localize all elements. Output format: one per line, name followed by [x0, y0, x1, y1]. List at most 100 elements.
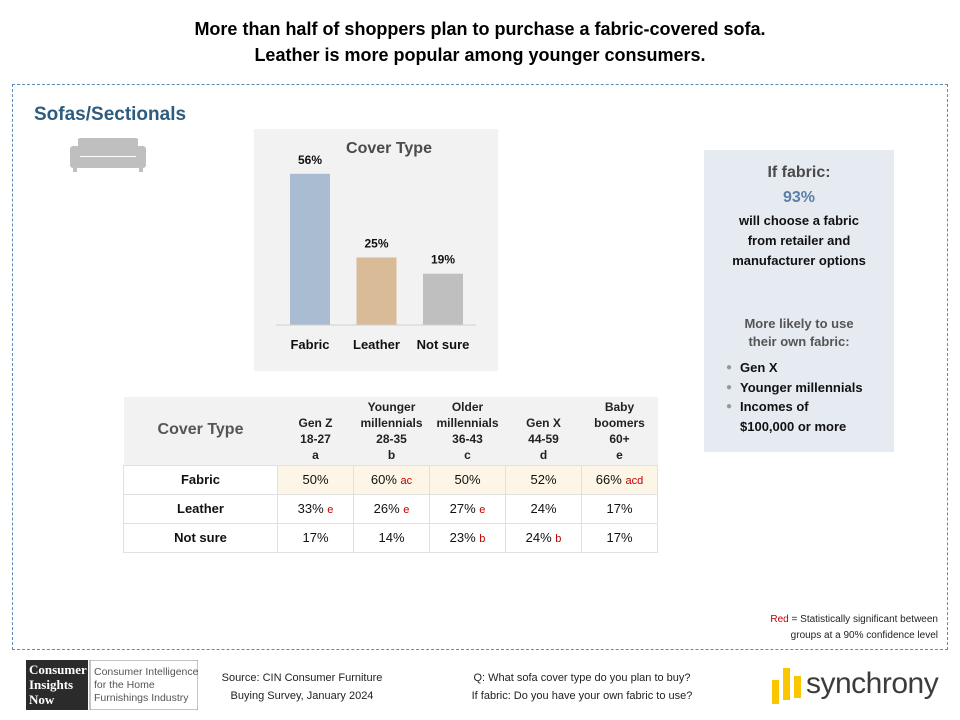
more-likely-heading: More likely to use their own fabric:: [714, 315, 884, 351]
headline-line-1: More than half of shoppers plan to purch…: [194, 19, 766, 39]
list-item: ● Younger millennials: [724, 378, 889, 398]
cell-value: 60%: [370, 472, 397, 487]
category-label: Not sure: [417, 337, 470, 352]
cell-value: 50%: [302, 472, 329, 487]
fabric-callout-percent: 93%: [782, 189, 816, 206]
content-frame: [12, 84, 948, 650]
column-header-line: 18-27: [300, 431, 331, 446]
column-header-line: 36-43: [452, 431, 483, 446]
table-cell: 66% acd: [581, 464, 658, 495]
column-header-line: boomers: [594, 415, 645, 430]
column-header-line: 60+: [609, 431, 630, 446]
fabric-callout-line-2: from retailer and: [747, 233, 851, 248]
cell-value: 52%: [530, 472, 557, 487]
column-header: Gen Z 18-27 a: [277, 397, 354, 465]
synchrony-wordmark: synchrony: [806, 667, 939, 700]
table-cell: 27% e: [429, 493, 506, 524]
list-item: $100,000 or more: [724, 417, 889, 437]
cover-type-by-generation-table: Cover Type Gen Z 18-27 a Younger millennial…: [123, 397, 658, 553]
significance-marker: e: [327, 504, 334, 516]
cin-logo-tagline-2: for the Home: [94, 679, 155, 691]
bullet-icon: ●: [726, 401, 733, 412]
significance-marker: e: [403, 504, 410, 516]
cell-value: 17%: [302, 530, 329, 545]
table-cell: 52%: [505, 464, 582, 495]
cover-type-chart: Cover Type 56% Fabric 25% Leather 19% Not sure: [254, 129, 498, 371]
table-cell: 17%: [581, 522, 658, 553]
cell-value: 66%: [595, 472, 622, 487]
list-item-text: $100,000 or more: [740, 418, 847, 434]
column-header-letter: e: [616, 447, 623, 462]
table-row: Fabric 50% 60% ac 50% 52% 66% acd: [123, 464, 658, 495]
column-header: Baby boomers 60+ e: [581, 397, 658, 465]
table-cell: 24%: [505, 493, 582, 524]
table-cell: 50%: [429, 464, 506, 495]
headline-line-2: Leather is more popular among younger co…: [254, 45, 706, 65]
survey-question: Q: What sofa cover type do you plan to b…: [456, 669, 708, 705]
table-cell: 14%: [353, 522, 430, 553]
fabric-callout: If fabric: 93% will choose a fabric from…: [704, 150, 894, 452]
question-line-2: If fabric: Do you have your own fabric t…: [471, 690, 693, 702]
significance-note-line-1: Red = Statistically significant between: [770, 612, 938, 628]
question-line-1: Q: What sofa cover type do you plan to b…: [473, 672, 691, 684]
bar-leather: [356, 257, 397, 325]
bar-fabric: [290, 173, 330, 325]
cin-logo-tagline-3: Furnishings Industry: [94, 692, 189, 704]
cin-logo-word-1: Consumer: [29, 662, 87, 677]
table-header-row: Cover Type Gen Z 18-27 a Younger millennial…: [123, 397, 658, 465]
cell-value: 24%: [525, 530, 552, 545]
significance-marker: b: [555, 533, 562, 545]
significance-marker: ac: [400, 475, 413, 487]
significance-marker: e: [479, 504, 486, 516]
headline: More than half of shoppers plan to purch…: [0, 16, 960, 68]
cell-value: 17%: [606, 530, 633, 545]
synchrony-logo: synchrony: [770, 664, 950, 708]
column-header: Older millennials 36-43 c: [429, 397, 506, 465]
bullet-icon: ●: [726, 381, 733, 393]
chart-canvas: Cover Type 56% Fabric 25% Leather 19% Not sure: [276, 140, 476, 352]
list-item: ● Incomes of: [724, 397, 889, 417]
cell-value: 14%: [378, 530, 405, 545]
cell-value: 27%: [449, 501, 476, 516]
table-body: Fabric 50% 60% ac 50% 52% 66% acd Leather 33% e…: [123, 464, 658, 553]
column-header-letter: b: [387, 447, 396, 462]
column-header-letter: a: [312, 447, 319, 462]
category-label: Fabric: [290, 337, 329, 352]
column-header-line: millennials: [360, 415, 423, 430]
red-key: Red: [770, 614, 789, 625]
list-item-text: Incomes of: [740, 399, 809, 414]
significance-note-text: = Statistically significant between: [788, 614, 938, 625]
column-header-line: 28-35: [376, 431, 407, 446]
more-likely-line-1: More likely to use: [744, 316, 854, 331]
column-header-line: Baby: [604, 399, 635, 414]
column-header-letter: d: [539, 447, 548, 462]
list-item: ● Gen X: [724, 358, 889, 378]
significance-marker: acd: [625, 475, 644, 487]
column-header-line: 44-59: [528, 431, 559, 446]
cell-value: 23%: [449, 530, 476, 545]
cell-value: 17%: [606, 501, 633, 516]
significance-note: Red = Statistically significant between …: [770, 612, 938, 644]
table-cell: 50%: [277, 464, 354, 495]
cin-logo-word-2: Insights: [29, 677, 73, 692]
row-label: Leather: [123, 493, 278, 524]
table-cell: 60% ac: [353, 464, 430, 495]
cin-logo: Consumer Insights Now Consumer Intellige…: [26, 660, 198, 710]
source-line-2: Buying Survey, January 2024: [230, 690, 374, 702]
cin-logo-tagline-1: Consumer Intelligence: [94, 666, 198, 678]
table-cell: 33% e: [277, 493, 354, 524]
table-row: Not sure 17% 14% 23% b 24% b 17%: [123, 522, 658, 553]
list-item-text: Gen X: [740, 360, 778, 375]
fabric-callout-line-1: will choose a fabric: [739, 213, 859, 228]
cell-value: 33%: [297, 501, 324, 516]
bar-not-sure: [423, 273, 463, 325]
row-label: Not sure: [123, 522, 278, 553]
synchrony-mark-icon: [772, 668, 801, 704]
source-note: Source: CIN Consumer Furniture Buying Su…: [214, 669, 390, 705]
fabric-callout-text: will choose a fabric from retailer and m…: [714, 211, 884, 271]
table-row: Leather 33% e 26% e 27% e 24% 17%: [123, 493, 658, 524]
significance-marker: b: [479, 533, 486, 545]
column-header-line: Older: [451, 399, 484, 414]
cell-value: 24%: [530, 501, 557, 516]
column-header: Gen X 44-59 d: [505, 397, 582, 465]
